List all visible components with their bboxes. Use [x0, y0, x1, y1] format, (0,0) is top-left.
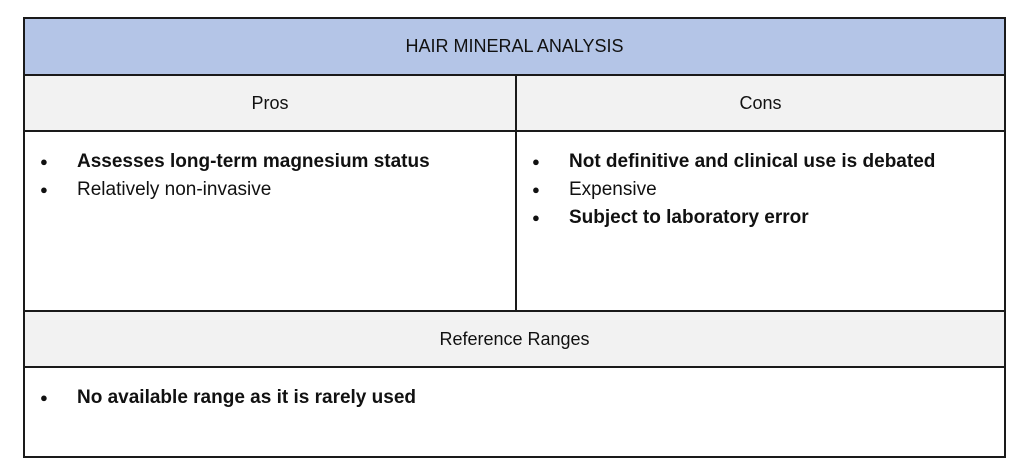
- pros-header: Pros: [251, 92, 289, 113]
- table-title: HAIR MINERAL ANALYSIS: [405, 36, 624, 56]
- reference-content-row: No available range as it is rarely used: [25, 368, 1004, 456]
- cons-item: Subject to laboratory error: [532, 204, 984, 232]
- pros-cons-row: Assesses long-term magnesium status Rela…: [25, 132, 1004, 312]
- pros-item: Assesses long-term magnesium status: [40, 148, 495, 176]
- cons-header-cell: Cons: [517, 76, 1004, 130]
- cons-item: Not definitive and clinical use is debat…: [532, 148, 984, 176]
- cons-header: Cons: [739, 92, 782, 113]
- table-title-row: HAIR MINERAL ANALYSIS: [25, 19, 1004, 76]
- pros-list: Assesses long-term magnesium status Rela…: [25, 132, 515, 204]
- cons-cell: Not definitive and clinical use is debat…: [517, 132, 1004, 310]
- cons-list: Not definitive and clinical use is debat…: [517, 132, 1004, 232]
- reference-header: Reference Ranges: [439, 328, 590, 349]
- cons-item: Expensive: [532, 176, 984, 204]
- reference-item: No available range as it is rarely used: [40, 384, 984, 412]
- table-header-row: Pros Cons: [25, 76, 1004, 132]
- reference-header-row: Reference Ranges: [25, 312, 1004, 368]
- reference-list: No available range as it is rarely used: [25, 368, 1004, 412]
- reference-cell: No available range as it is rarely used: [25, 368, 1004, 456]
- pros-header-cell: Pros: [25, 76, 517, 130]
- hair-mineral-analysis-table: HAIR MINERAL ANALYSIS Pros Cons Assesses…: [23, 17, 1006, 458]
- pros-item: Relatively non-invasive: [40, 176, 495, 204]
- pros-cell: Assesses long-term magnesium status Rela…: [25, 132, 517, 310]
